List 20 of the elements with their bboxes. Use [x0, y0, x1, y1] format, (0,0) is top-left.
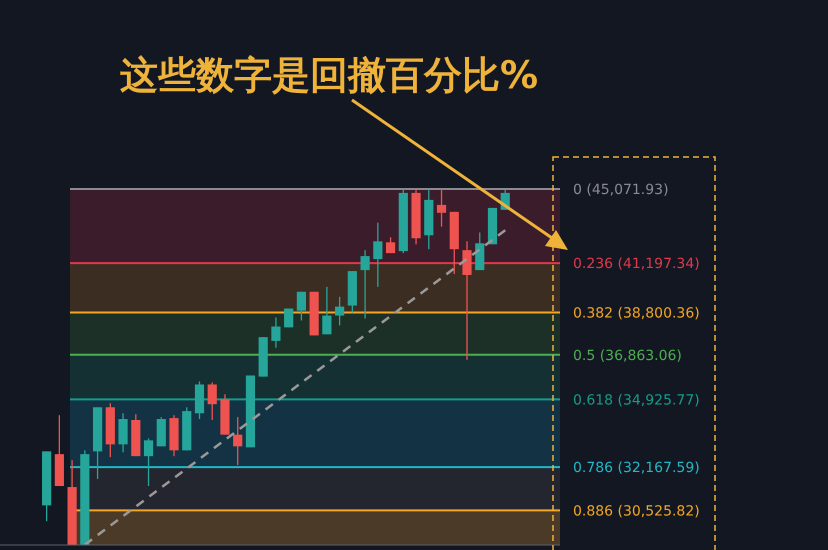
- chart-title: 这些数字是回撤百分比%: [120, 53, 538, 97]
- candlestick: [271, 316, 281, 348]
- candlestick: [360, 250, 370, 320]
- ref-line-label: 0.5 (36,863.06): [573, 348, 682, 364]
- ref-line-label: 0.786 (32,167.59): [573, 460, 700, 476]
- candlestick: [373, 222, 382, 288]
- ref-line-label: 0.886 (30,525.82): [573, 503, 700, 520]
- ref-line-label: 0.382 (38,800.36): [573, 306, 700, 322]
- candlestick: [284, 308, 294, 328]
- ref-line-label: 0 (45,071.93): [573, 182, 669, 198]
- candlestick: [335, 296, 344, 326]
- candlestick: [386, 236, 396, 254]
- candlestick: [208, 382, 217, 421]
- ref-line-label: 0.618 (34,925.77): [573, 392, 700, 408]
- candlestick: [436, 188, 446, 228]
- ref-line-label: 0.236 (41,197.34): [573, 256, 700, 272]
- candlestick: [144, 438, 154, 487]
- candlestick: [296, 291, 306, 322]
- candlestick: [233, 416, 242, 466]
- candlestick: [322, 286, 332, 335]
